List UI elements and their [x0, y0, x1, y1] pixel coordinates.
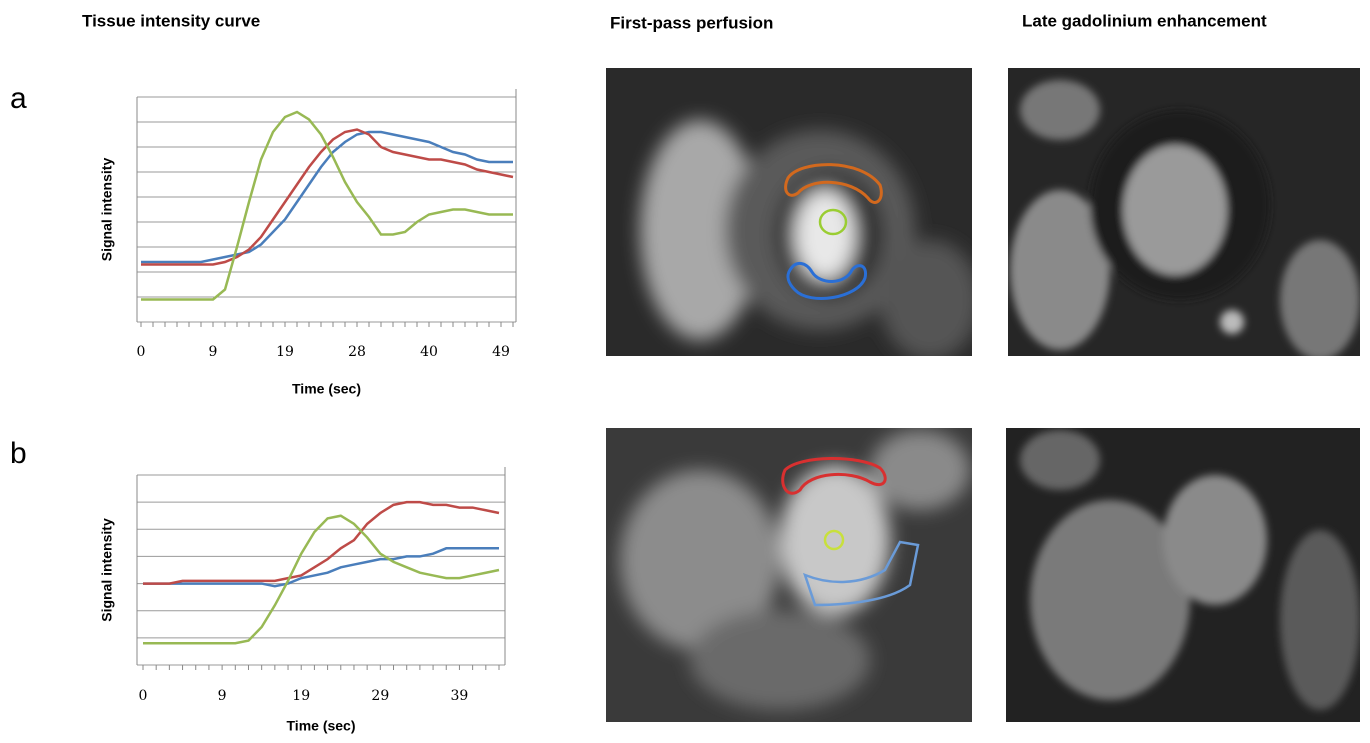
- x-tick-label: 0: [139, 688, 148, 704]
- mri-image: [1006, 428, 1360, 722]
- x-tick-label: 9: [218, 688, 227, 704]
- x-axis-title: Time (sec): [292, 381, 361, 397]
- header: First-pass perfusion: [610, 13, 773, 32]
- panel-label: b: [10, 437, 27, 470]
- x-tick-label: 39: [451, 688, 469, 704]
- x-tick-label: 40: [420, 344, 438, 360]
- x-tick-label: 19: [276, 344, 294, 360]
- series-line: [143, 514, 500, 645]
- series-line: [141, 130, 513, 264]
- header: Tissue intensity curve: [82, 11, 260, 30]
- mri-image: [606, 68, 972, 356]
- x-tick-label: 0: [137, 344, 146, 360]
- series-line: [143, 500, 500, 585]
- x-tick-label: 9: [209, 344, 218, 360]
- series-line: [143, 547, 499, 588]
- series-line: [141, 110, 513, 301]
- x-axis-title: Time (sec): [287, 718, 356, 734]
- x-tick-label: 29: [371, 688, 389, 704]
- x-tick-label: 28: [348, 344, 366, 360]
- x-tick-label: 19: [292, 688, 310, 704]
- mri-image: [1008, 68, 1360, 356]
- header: Late gadolinium enhancement: [1022, 11, 1267, 30]
- panel-label: a: [10, 82, 27, 115]
- x-tick-label: 49: [492, 344, 510, 360]
- y-axis-title: Signal intensity: [99, 518, 115, 622]
- y-axis-title: Signal intensity: [99, 158, 115, 262]
- mri-image: [606, 428, 972, 722]
